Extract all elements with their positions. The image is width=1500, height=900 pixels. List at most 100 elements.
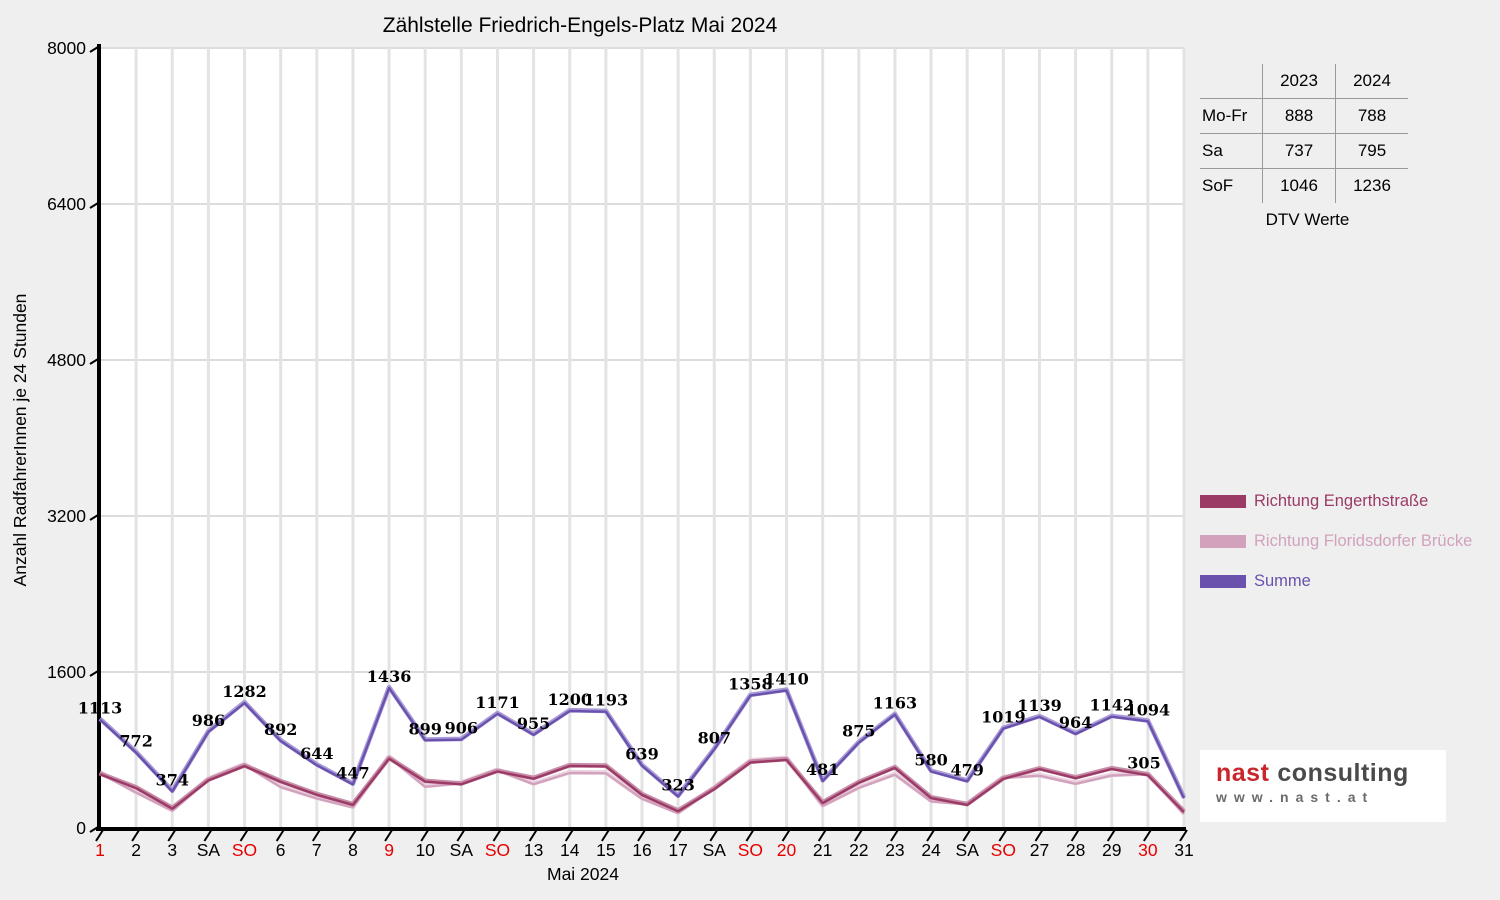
- svg-text:1019: 1019: [981, 708, 1026, 727]
- svg-text:1282: 1282: [222, 682, 267, 701]
- svg-text:481: 481: [806, 760, 839, 779]
- table-header-row: 2023 2024: [1200, 64, 1408, 99]
- svg-text:17: 17: [668, 840, 687, 860]
- svg-text:6400: 6400: [47, 194, 86, 214]
- svg-text:1139: 1139: [1017, 696, 1062, 715]
- svg-text:22: 22: [849, 840, 868, 860]
- value-2024: 788: [1335, 98, 1408, 134]
- logo-brand-red: nast: [1216, 759, 1270, 787]
- legend-item-floridsdorfer-bruecke: Richtung Floridsdorfer Brücke: [1200, 531, 1473, 550]
- table-col-2023: 2023: [1262, 64, 1336, 99]
- svg-text:772: 772: [119, 732, 152, 751]
- svg-text:6: 6: [276, 840, 286, 860]
- v-gridlines: [134, 48, 1186, 828]
- svg-text:1171: 1171: [475, 693, 520, 712]
- svg-text:955: 955: [517, 714, 550, 733]
- logo-url: www.nast.at: [1216, 789, 1375, 805]
- svg-text:10: 10: [415, 840, 435, 860]
- svg-text:644: 644: [300, 744, 333, 763]
- svg-text:1142: 1142: [1089, 696, 1134, 715]
- svg-text:1: 1: [95, 840, 105, 860]
- svg-text:23: 23: [885, 840, 904, 860]
- svg-text:964: 964: [1059, 713, 1092, 732]
- svg-text:1358: 1358: [728, 675, 773, 694]
- svg-text:3: 3: [167, 840, 177, 860]
- svg-text:374: 374: [156, 771, 189, 790]
- svg-text:21: 21: [813, 840, 832, 860]
- svg-text:986: 986: [192, 711, 225, 730]
- value-2023: 737: [1262, 133, 1336, 169]
- svg-text:SA: SA: [703, 840, 727, 860]
- y-tick-labels: 0 1600 3200 4800 6400 8000: [47, 38, 86, 838]
- svg-text:8: 8: [348, 840, 358, 860]
- svg-text:0: 0: [76, 818, 86, 838]
- table-row: Mo-Fr 888 788: [1200, 98, 1408, 134]
- logo-wordmark: nast consulting: [1216, 760, 1446, 786]
- legend-swatch-engerthstrasse: [1200, 494, 1246, 508]
- svg-text:906: 906: [445, 719, 478, 738]
- svg-text:2: 2: [131, 840, 141, 860]
- svg-text:1094: 1094: [1126, 700, 1171, 719]
- row-label: Sa: [1200, 133, 1263, 169]
- svg-text:15: 15: [596, 840, 615, 860]
- svg-text:28: 28: [1066, 840, 1085, 860]
- legend-swatch-summe: [1200, 574, 1246, 588]
- svg-text:580: 580: [914, 750, 947, 769]
- svg-text:9: 9: [384, 840, 394, 860]
- dtv-table: 2023 2024 Mo-Fr 888 788 Sa 737 795 SoF 1…: [1200, 64, 1420, 203]
- x-tick-labels: 1 2 3 SA SO 6 7 8 9 10 SA SO 13 14 15 16 17 SA SO 20 21 22 23 2…: [95, 840, 1194, 860]
- legend-label: Richtung Floridsdorfer Brücke: [1254, 531, 1473, 550]
- svg-text:7: 7: [312, 840, 322, 860]
- svg-text:1193: 1193: [584, 691, 629, 710]
- value-2024: 795: [1335, 133, 1408, 169]
- x-axis-title: Mai 2024: [547, 864, 619, 884]
- chart-title: Zählstelle Friedrich-Engels-Platz Mai 20…: [382, 14, 778, 37]
- svg-text:1200: 1200: [547, 690, 592, 709]
- svg-text:479: 479: [950, 760, 983, 779]
- table-col-2024: 2024: [1335, 64, 1408, 99]
- axis-ticks: [89, 46, 1188, 842]
- legend-item-engerthstrasse: Richtung Engerthstraße: [1200, 491, 1472, 510]
- svg-text:SO: SO: [232, 840, 257, 860]
- svg-text:323: 323: [661, 776, 694, 795]
- svg-text:SO: SO: [738, 840, 763, 860]
- svg-text:14: 14: [560, 840, 580, 860]
- svg-text:SA: SA: [197, 840, 221, 860]
- table-caption: DTV Werte: [1265, 210, 1350, 229]
- svg-text:27: 27: [1030, 840, 1049, 860]
- legend-label: Summe: [1254, 571, 1311, 590]
- svg-text:899: 899: [408, 719, 441, 738]
- svg-text:13: 13: [524, 840, 543, 860]
- svg-text:807: 807: [698, 728, 731, 747]
- nast-consulting-logo: nast consulting www.nast.at: [1200, 750, 1446, 822]
- svg-text:8000: 8000: [47, 38, 86, 58]
- svg-text:30: 30: [1138, 840, 1158, 860]
- series-engerthstrasse: [99, 755, 1186, 814]
- svg-text:20: 20: [777, 840, 797, 860]
- svg-text:SO: SO: [991, 840, 1016, 860]
- svg-text:SA: SA: [956, 840, 980, 860]
- legend-label: Richtung Engerthstraße: [1254, 491, 1429, 510]
- table-row: SoF 1046 1236: [1200, 168, 1408, 203]
- svg-text:639: 639: [625, 745, 658, 764]
- svg-text:1163: 1163: [873, 694, 918, 713]
- value-2023: 1046: [1262, 168, 1336, 203]
- svg-text:24: 24: [921, 840, 941, 860]
- svg-text:3200: 3200: [47, 506, 86, 526]
- series-summe: [98, 684, 1187, 799]
- svg-text:1436: 1436: [367, 667, 412, 686]
- svg-text:1410: 1410: [764, 670, 809, 689]
- svg-text:875: 875: [842, 722, 875, 741]
- svg-text:892: 892: [264, 720, 297, 739]
- legend-swatch-floridsdorfer-bruecke: [1200, 534, 1246, 548]
- svg-text:SO: SO: [485, 840, 510, 860]
- svg-text:447: 447: [336, 763, 369, 782]
- svg-text:1600: 1600: [47, 662, 86, 682]
- value-2023: 888: [1262, 98, 1336, 134]
- table-corner-cell: [1200, 64, 1263, 99]
- chart-legend: Richtung Engerthstraße Richtung Floridsd…: [1200, 491, 1473, 614]
- legend-item-summe: Summe: [1200, 571, 1472, 590]
